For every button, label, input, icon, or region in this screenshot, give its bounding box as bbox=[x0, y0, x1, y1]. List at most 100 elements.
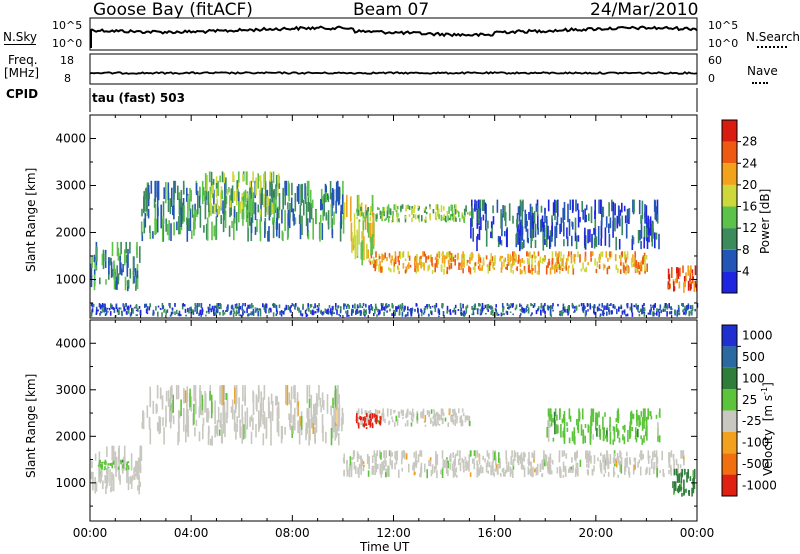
power-echo-cell bbox=[149, 225, 151, 233]
power-echo-cell bbox=[601, 310, 604, 316]
power-echo-cell bbox=[144, 189, 147, 212]
power-echo-cell bbox=[196, 303, 199, 308]
power-echo-cell bbox=[139, 310, 142, 316]
velocity-echo-cell bbox=[401, 467, 403, 472]
velocity-echo-cell bbox=[170, 393, 172, 413]
velocity-echo-cell bbox=[630, 412, 633, 421]
velocity-echo-cell bbox=[149, 386, 151, 408]
velocity-echo-cell bbox=[139, 445, 141, 462]
power-echo-cell bbox=[318, 303, 320, 307]
velocity-echo-cell bbox=[502, 468, 504, 473]
velocity-echo-cell bbox=[370, 418, 372, 422]
power-echo-cell bbox=[391, 303, 393, 308]
velocity-echo-cell bbox=[194, 427, 196, 437]
power-echo-cell bbox=[638, 311, 640, 313]
power-echo-cell bbox=[421, 262, 424, 267]
velocity-echo-cell bbox=[405, 453, 408, 460]
power-echo-cell bbox=[567, 203, 569, 223]
velocity-echo-cell bbox=[379, 463, 382, 475]
power-echo-cell bbox=[216, 303, 218, 308]
power-echo-cell bbox=[342, 212, 345, 234]
nsky-tick-low: 10^0 bbox=[52, 37, 83, 50]
power-echo-cell bbox=[194, 305, 197, 308]
power-echo-cell bbox=[446, 310, 448, 314]
velocity-echo-cell bbox=[442, 458, 445, 470]
velocity-echo-cell bbox=[365, 427, 368, 429]
power-echo-cell bbox=[566, 227, 568, 239]
power-echo-cell bbox=[314, 311, 317, 314]
velocity-echo-cell bbox=[397, 411, 400, 418]
power-echo-cell bbox=[302, 303, 304, 309]
power-echo-cell bbox=[311, 199, 314, 208]
power-echo-cell bbox=[246, 201, 249, 211]
velocity-echo-cell bbox=[338, 394, 340, 405]
power-echo-cell bbox=[116, 241, 119, 257]
velocity-echo-cell bbox=[375, 414, 377, 421]
velocity-echo-cell bbox=[362, 423, 365, 427]
power-echo-cell bbox=[677, 304, 680, 308]
power-echo-cell bbox=[375, 258, 378, 267]
power-echo-cell bbox=[454, 304, 457, 309]
velocity-echo-cell bbox=[263, 411, 266, 429]
power-echo-cell bbox=[437, 258, 440, 265]
velocity-echo-cell bbox=[654, 454, 657, 458]
power-echo-cell bbox=[560, 217, 563, 232]
velocity-echo-cell bbox=[677, 471, 680, 477]
power-echo-cell bbox=[676, 267, 679, 272]
velocity-echo-cell bbox=[435, 458, 437, 470]
power-echo-cell bbox=[236, 180, 238, 189]
power-echo-cell bbox=[217, 205, 219, 216]
power-echo-cell bbox=[92, 303, 95, 308]
velocity-echo-cell bbox=[202, 424, 204, 440]
power-echo-cell bbox=[310, 203, 313, 220]
power-echo-cell bbox=[521, 242, 524, 250]
velocity-echo-cell bbox=[677, 463, 679, 471]
power-echo-cell bbox=[412, 214, 415, 218]
power-echo-cell bbox=[623, 310, 626, 313]
power-echo-cell bbox=[208, 171, 211, 183]
power-echo-cell bbox=[119, 255, 121, 275]
velocity-echo-cell bbox=[351, 457, 353, 461]
power-echo-cell bbox=[162, 306, 165, 308]
velocity-echo-cell bbox=[170, 408, 173, 418]
power-echo-cell bbox=[559, 271, 561, 274]
power-echo-cell bbox=[184, 308, 187, 313]
power-echo-cell bbox=[474, 262, 477, 266]
velocity-echo-cell bbox=[562, 474, 565, 478]
power-echo-cell bbox=[614, 217, 616, 232]
power-echo-cell bbox=[476, 216, 479, 222]
velocity-echo-cell bbox=[662, 469, 664, 477]
power-echo-cell bbox=[684, 312, 687, 316]
power-echo-cell bbox=[679, 267, 681, 277]
power-echo-cell bbox=[246, 192, 248, 199]
power-echo-cell bbox=[364, 310, 367, 313]
power-echo-cell bbox=[499, 257, 501, 262]
power-echo-cell bbox=[434, 263, 436, 273]
power-echo-cell bbox=[648, 227, 651, 233]
velocity-echo-cell bbox=[158, 416, 160, 435]
power-echo-cell bbox=[363, 308, 365, 314]
power-echo-cell bbox=[534, 256, 536, 260]
power-echo-cell bbox=[210, 184, 213, 195]
velocity-echo-cell bbox=[527, 466, 530, 475]
velocity-echo-cell bbox=[560, 472, 562, 478]
power-echo-cell bbox=[405, 205, 408, 211]
power-echo-cell bbox=[452, 213, 454, 221]
power-echo-cell bbox=[627, 265, 630, 274]
power-echo-cell bbox=[337, 305, 339, 309]
freq-unit-label: [MHz] bbox=[4, 66, 40, 80]
power-echo-cell bbox=[694, 280, 697, 286]
velocity-colorbar-tick-label: -1000 bbox=[742, 478, 777, 492]
power-echo-cell bbox=[595, 236, 598, 248]
power-echo-cell bbox=[559, 265, 561, 271]
power-echo-cell bbox=[361, 239, 363, 266]
power-echo-cell bbox=[276, 217, 278, 237]
power-echo-cell bbox=[233, 218, 235, 241]
power-echo-cell bbox=[327, 210, 330, 230]
velocity-echo-cell bbox=[277, 421, 280, 437]
power-echo-cell bbox=[461, 214, 464, 218]
power-echo-cell bbox=[320, 310, 322, 314]
power-echo-cell bbox=[152, 309, 155, 314]
power-echo-cell bbox=[404, 258, 407, 261]
power-echo-cell bbox=[488, 305, 491, 309]
